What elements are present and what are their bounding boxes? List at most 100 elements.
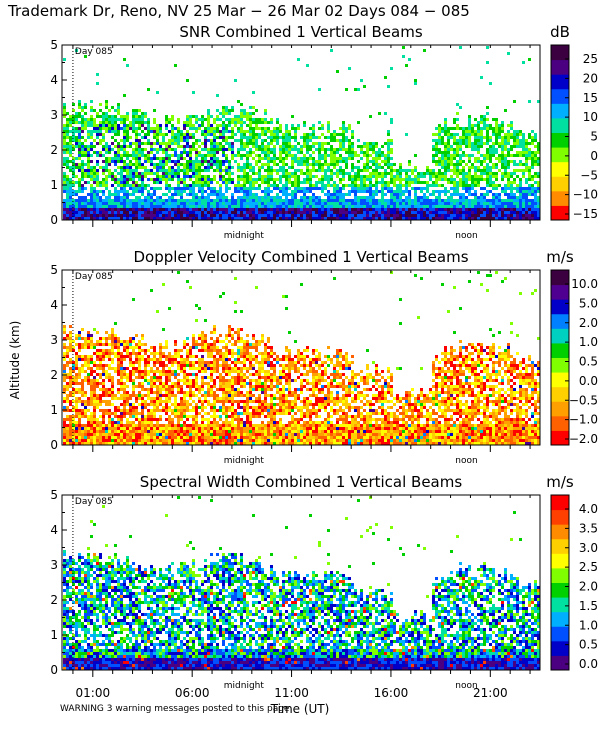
colorbar-tick-label: 20 (583, 71, 598, 85)
colorbar-swatch (551, 147, 569, 163)
colorbar-tick-label: 2.5 (579, 560, 598, 574)
heatmap-cells (63, 496, 540, 670)
colorbar-swatch (551, 328, 569, 344)
colorbar-swatch (551, 88, 569, 104)
colorbar-swatch (551, 401, 569, 417)
colorbar-tick-label: 2.0 (579, 580, 598, 594)
colorbar-tick-label: 1.0 (579, 335, 598, 349)
y-tick-label: 2 (50, 593, 58, 607)
colorbar-swatch (551, 524, 569, 540)
y-tick-label: 0 (50, 213, 58, 227)
colorbar-tick-label: 3.0 (579, 541, 598, 555)
chart-panel-2: Doppler Velocity Combined 1 Vertical Bea… (50, 248, 598, 466)
colorbar-swatch (551, 161, 569, 177)
colorbar-swatch (551, 270, 569, 286)
colorbar-tick-label: 4.0 (579, 502, 598, 516)
colorbar-swatch (551, 284, 569, 300)
colorbar-tick-label: 0.0 (579, 657, 598, 671)
midnight-label: midnight (224, 456, 265, 466)
colorbar-tick-label: −0.5 (569, 393, 598, 407)
colorbar-swatch (551, 299, 569, 315)
colorbar-swatch (551, 415, 569, 431)
x-tick-label: 11:00 (274, 686, 309, 700)
y-tick-label: 1 (50, 628, 58, 642)
y-tick-label: 4 (50, 298, 58, 312)
colorbar-tick-label: 1.5 (579, 599, 598, 613)
colorbar-tick-label: 0.0 (579, 374, 598, 388)
colorbar-tick-label: 0.5 (579, 638, 598, 652)
colorbar-swatch (551, 640, 569, 656)
colorbar-tick-label: 25 (583, 52, 598, 66)
y-tick-label: 5 (50, 488, 58, 502)
x-axis-label: Time (UT) (270, 702, 330, 716)
colorbar-tick-label: −15 (573, 207, 598, 221)
chart-panel-3: Spectral Width Combined 1 Vertical Beams… (50, 473, 598, 691)
colorbar-swatch (551, 205, 569, 221)
heatmap-cells (63, 271, 540, 445)
day-marker-label: Day 085 (75, 272, 113, 282)
y-tick-label: 1 (50, 403, 58, 417)
colorbar-unit: m/s (546, 473, 574, 491)
colorbar: 4.0 3.5 3.0 2.5 2.0 1.5 1.0 0.5 0.0 (550, 494, 598, 671)
noon-label: noon (455, 681, 477, 691)
colorbar-swatch (551, 582, 569, 598)
colorbar-unit: m/s (546, 248, 574, 266)
colorbar-swatch (551, 45, 569, 61)
colorbar-swatch (551, 509, 569, 525)
y-tick-label: 3 (50, 558, 58, 572)
colorbar-swatch (551, 567, 569, 583)
noon-label: noon (455, 456, 477, 466)
colorbar-tick-label: 15 (583, 91, 598, 105)
colorbar-tick-label: 5 (590, 130, 598, 144)
colorbar-swatch (551, 132, 569, 148)
colorbar-swatch (551, 313, 569, 329)
colorbar-tick-label: −1.0 (569, 413, 598, 427)
colorbar-frame (550, 269, 570, 446)
y-tick-label: 0 (50, 663, 58, 677)
colorbar-tick-label: 0.5 (579, 355, 598, 369)
day-marker-label: Day 085 (75, 47, 113, 57)
midnight-label: midnight (224, 231, 265, 241)
colorbar-swatch (551, 386, 569, 402)
day-marker-label: Day 085 (75, 497, 113, 507)
colorbar-tick-label: 1.0 (579, 618, 598, 632)
colorbar: 10.0 5.0 2.0 1.0 0.5 0.0 −0.5 −1.0 −2.0 (550, 269, 598, 446)
y-tick-label: 2 (50, 143, 58, 157)
colorbar-swatch (551, 611, 569, 627)
colorbar-swatch (551, 655, 569, 671)
colorbar-swatch (551, 59, 569, 75)
colorbar-swatch (551, 190, 569, 206)
colorbar-swatch (551, 553, 569, 569)
colorbar-tick-label: 0 (590, 149, 598, 163)
colorbar-swatch (551, 430, 569, 446)
x-tick-label: 01:00 (76, 686, 111, 700)
colorbar-swatch (551, 342, 569, 358)
noon-label: noon (455, 231, 477, 241)
colorbar-swatch (551, 176, 569, 192)
panel-title: Spectral Width Combined 1 Vertical Beams (140, 473, 463, 491)
colorbar-unit: dB (550, 23, 570, 41)
chart-panel-1: SNR Combined 1 Vertical Beams dB 0 1 2 3 4 5 mid… (50, 23, 598, 241)
colorbar-tick-label: 10.0 (571, 277, 598, 291)
colorbar-tick-label: 3.5 (579, 521, 598, 535)
figure-title: Trademark Dr, Reno, NV 25 Mar − 26 Mar 0… (7, 2, 470, 20)
colorbar-tick-label: 10 (583, 110, 598, 124)
panel-title: Doppler Velocity Combined 1 Vertical Bea… (133, 248, 468, 266)
colorbar-swatch (551, 357, 569, 373)
colorbar-frame (550, 494, 570, 671)
y-tick-label: 1 (50, 178, 58, 192)
colorbar-swatch (551, 103, 569, 119)
heatmap-cells (63, 46, 540, 220)
colorbar-tick-label: 5.0 (579, 296, 598, 310)
colorbar-tick-label: −2.0 (569, 432, 598, 446)
warning-message: WARNING 3 warning messages posted to thi… (60, 704, 290, 714)
colorbar-swatch (551, 597, 569, 613)
colorbar-tick-label: 2.0 (579, 316, 598, 330)
y-tick-label: 4 (50, 73, 58, 87)
colorbar-swatch (551, 372, 569, 388)
colorbar-swatch (551, 74, 569, 90)
y-tick-label: 2 (50, 368, 58, 382)
x-tick-label: 21:00 (473, 686, 508, 700)
colorbar-frame (550, 44, 570, 221)
